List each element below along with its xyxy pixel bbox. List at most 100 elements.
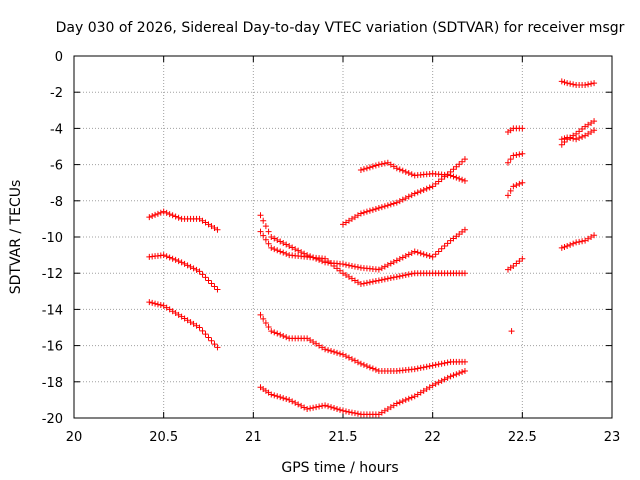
data-point (342, 353, 349, 360)
data-point (337, 350, 344, 357)
data-point (378, 265, 385, 272)
data-point (411, 190, 418, 197)
data-point (420, 251, 427, 258)
data-point (456, 175, 463, 182)
data-point (402, 195, 409, 202)
grid-lines (74, 56, 612, 418)
data-point (405, 271, 412, 278)
data-point (456, 370, 463, 377)
data-point (375, 161, 382, 168)
data-point (363, 363, 370, 370)
data-point (334, 349, 341, 356)
data-point (262, 319, 269, 326)
data-point (260, 315, 267, 322)
data-point (579, 133, 586, 140)
y-tick-label: -20 (42, 412, 63, 427)
data-point (384, 275, 391, 282)
data-point (345, 354, 352, 361)
series-arc-18 (558, 232, 598, 251)
data-point (453, 163, 460, 170)
data-point (328, 404, 335, 411)
data-point (313, 404, 320, 411)
data-point (325, 347, 332, 354)
data-point (393, 165, 400, 172)
data-point (435, 361, 442, 368)
data-point (432, 251, 439, 258)
data-point (576, 135, 583, 142)
data-point (435, 379, 442, 386)
data-point (558, 141, 565, 148)
x-tick-label: 20.5 (149, 430, 178, 445)
data-point (519, 179, 526, 186)
data-point (519, 255, 526, 262)
data-point (160, 208, 167, 215)
x-tick-label: 22 (424, 430, 441, 445)
data-point (257, 212, 264, 219)
data-point (360, 166, 367, 173)
data-point (510, 183, 517, 190)
series-arc-17 (558, 127, 598, 143)
data-point (190, 265, 197, 272)
data-points (146, 78, 598, 418)
data-point (175, 214, 182, 221)
chart-title: Day 030 of 2026, Sidereal Day-to-day VTE… (56, 20, 625, 36)
data-point (411, 248, 418, 255)
data-point (372, 366, 379, 373)
data-point (396, 256, 403, 263)
data-point (257, 228, 264, 235)
data-point (444, 359, 451, 366)
data-point (420, 186, 427, 193)
data-point (351, 410, 358, 417)
data-point (519, 125, 526, 132)
data-point (576, 238, 583, 245)
data-point (405, 193, 412, 200)
data-point (429, 253, 436, 260)
data-point (363, 165, 370, 172)
data-point (516, 180, 523, 187)
data-point (508, 328, 515, 335)
data-point (268, 244, 275, 251)
data-point (163, 209, 170, 216)
data-point (154, 210, 161, 217)
data-point (357, 210, 364, 217)
data-point (459, 176, 466, 183)
data-point (271, 392, 278, 399)
data-point (277, 248, 284, 255)
data-point (328, 348, 335, 355)
data-point (149, 213, 156, 220)
data-point (408, 394, 415, 401)
data-point (262, 223, 269, 230)
y-tick-label: -4 (50, 122, 63, 137)
series-arc-12 (504, 179, 526, 199)
data-point (591, 118, 598, 125)
data-point (396, 166, 403, 173)
data-point (286, 243, 293, 250)
data-point (146, 299, 153, 306)
data-point (387, 275, 394, 282)
data-point (208, 280, 215, 287)
data-point (211, 341, 218, 348)
data-point (504, 159, 511, 166)
data-point (414, 249, 421, 256)
data-point (405, 251, 412, 258)
data-point (402, 253, 409, 260)
data-point (405, 395, 412, 402)
data-point (453, 371, 460, 378)
data-point (375, 266, 382, 273)
data-point (163, 253, 170, 260)
data-point (564, 80, 571, 87)
data-point (378, 276, 385, 283)
data-point (340, 407, 346, 414)
data-point (423, 363, 430, 370)
data-point (461, 177, 468, 184)
data-point (193, 266, 200, 273)
x-tick-label: 22.5 (508, 430, 537, 445)
data-point (588, 80, 595, 87)
data-point (567, 135, 574, 142)
data-point (345, 262, 352, 269)
data-point (274, 393, 281, 400)
data-point (181, 260, 188, 267)
data-point (152, 300, 159, 307)
data-point (564, 134, 571, 141)
data-point (384, 202, 391, 209)
